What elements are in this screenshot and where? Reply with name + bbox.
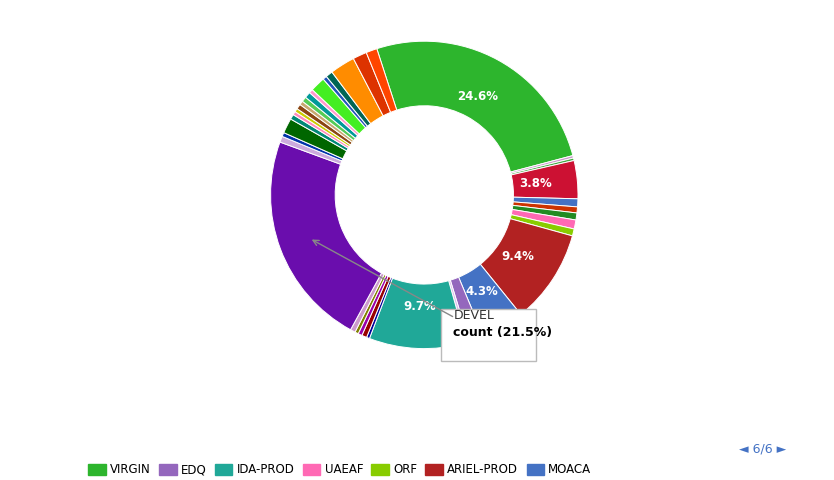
Wedge shape: [362, 276, 391, 337]
Wedge shape: [294, 112, 349, 148]
Text: 4.3%: 4.3%: [465, 285, 498, 298]
FancyBboxPatch shape: [441, 309, 536, 361]
Wedge shape: [359, 276, 388, 336]
Text: ◄ 6/6 ►: ◄ 6/6 ►: [740, 442, 786, 456]
Wedge shape: [312, 79, 365, 134]
Wedge shape: [511, 158, 574, 175]
Wedge shape: [369, 278, 466, 348]
Wedge shape: [350, 273, 384, 332]
Wedge shape: [511, 209, 576, 229]
Wedge shape: [459, 264, 521, 337]
Text: 9.7%: 9.7%: [403, 300, 435, 313]
Wedge shape: [290, 115, 349, 151]
Legend: VIRGIN, EDQ, IDA-PROD, UAEAF, ORF, ARIEL-PROD, MOACA: VIRGIN, EDQ, IDA-PROD, UAEAF, ORF, ARIEL…: [83, 458, 596, 480]
Wedge shape: [450, 277, 484, 342]
Wedge shape: [513, 202, 577, 213]
Wedge shape: [354, 53, 390, 116]
Text: 3.8%: 3.8%: [520, 177, 552, 190]
Wedge shape: [297, 105, 352, 145]
Wedge shape: [270, 142, 381, 330]
Wedge shape: [366, 49, 397, 112]
Text: 9.4%: 9.4%: [502, 250, 535, 263]
Wedge shape: [282, 132, 343, 161]
Wedge shape: [300, 101, 354, 143]
Wedge shape: [512, 205, 577, 220]
Wedge shape: [510, 156, 574, 173]
Wedge shape: [511, 160, 578, 199]
Wedge shape: [449, 280, 470, 343]
Text: count (21.5%): count (21.5%): [454, 326, 553, 339]
Wedge shape: [280, 136, 342, 164]
Wedge shape: [513, 197, 578, 207]
Wedge shape: [324, 76, 368, 128]
Wedge shape: [480, 219, 572, 314]
Wedge shape: [295, 108, 350, 146]
Wedge shape: [332, 59, 383, 124]
Wedge shape: [305, 93, 358, 138]
Wedge shape: [510, 215, 574, 236]
Wedge shape: [377, 41, 573, 172]
Wedge shape: [309, 90, 359, 136]
Text: DEVEL: DEVEL: [454, 310, 495, 323]
Wedge shape: [284, 119, 347, 159]
Text: 24.6%: 24.6%: [458, 90, 499, 103]
Wedge shape: [355, 275, 386, 334]
Wedge shape: [367, 277, 393, 338]
Wedge shape: [303, 97, 355, 141]
Wedge shape: [326, 72, 371, 126]
